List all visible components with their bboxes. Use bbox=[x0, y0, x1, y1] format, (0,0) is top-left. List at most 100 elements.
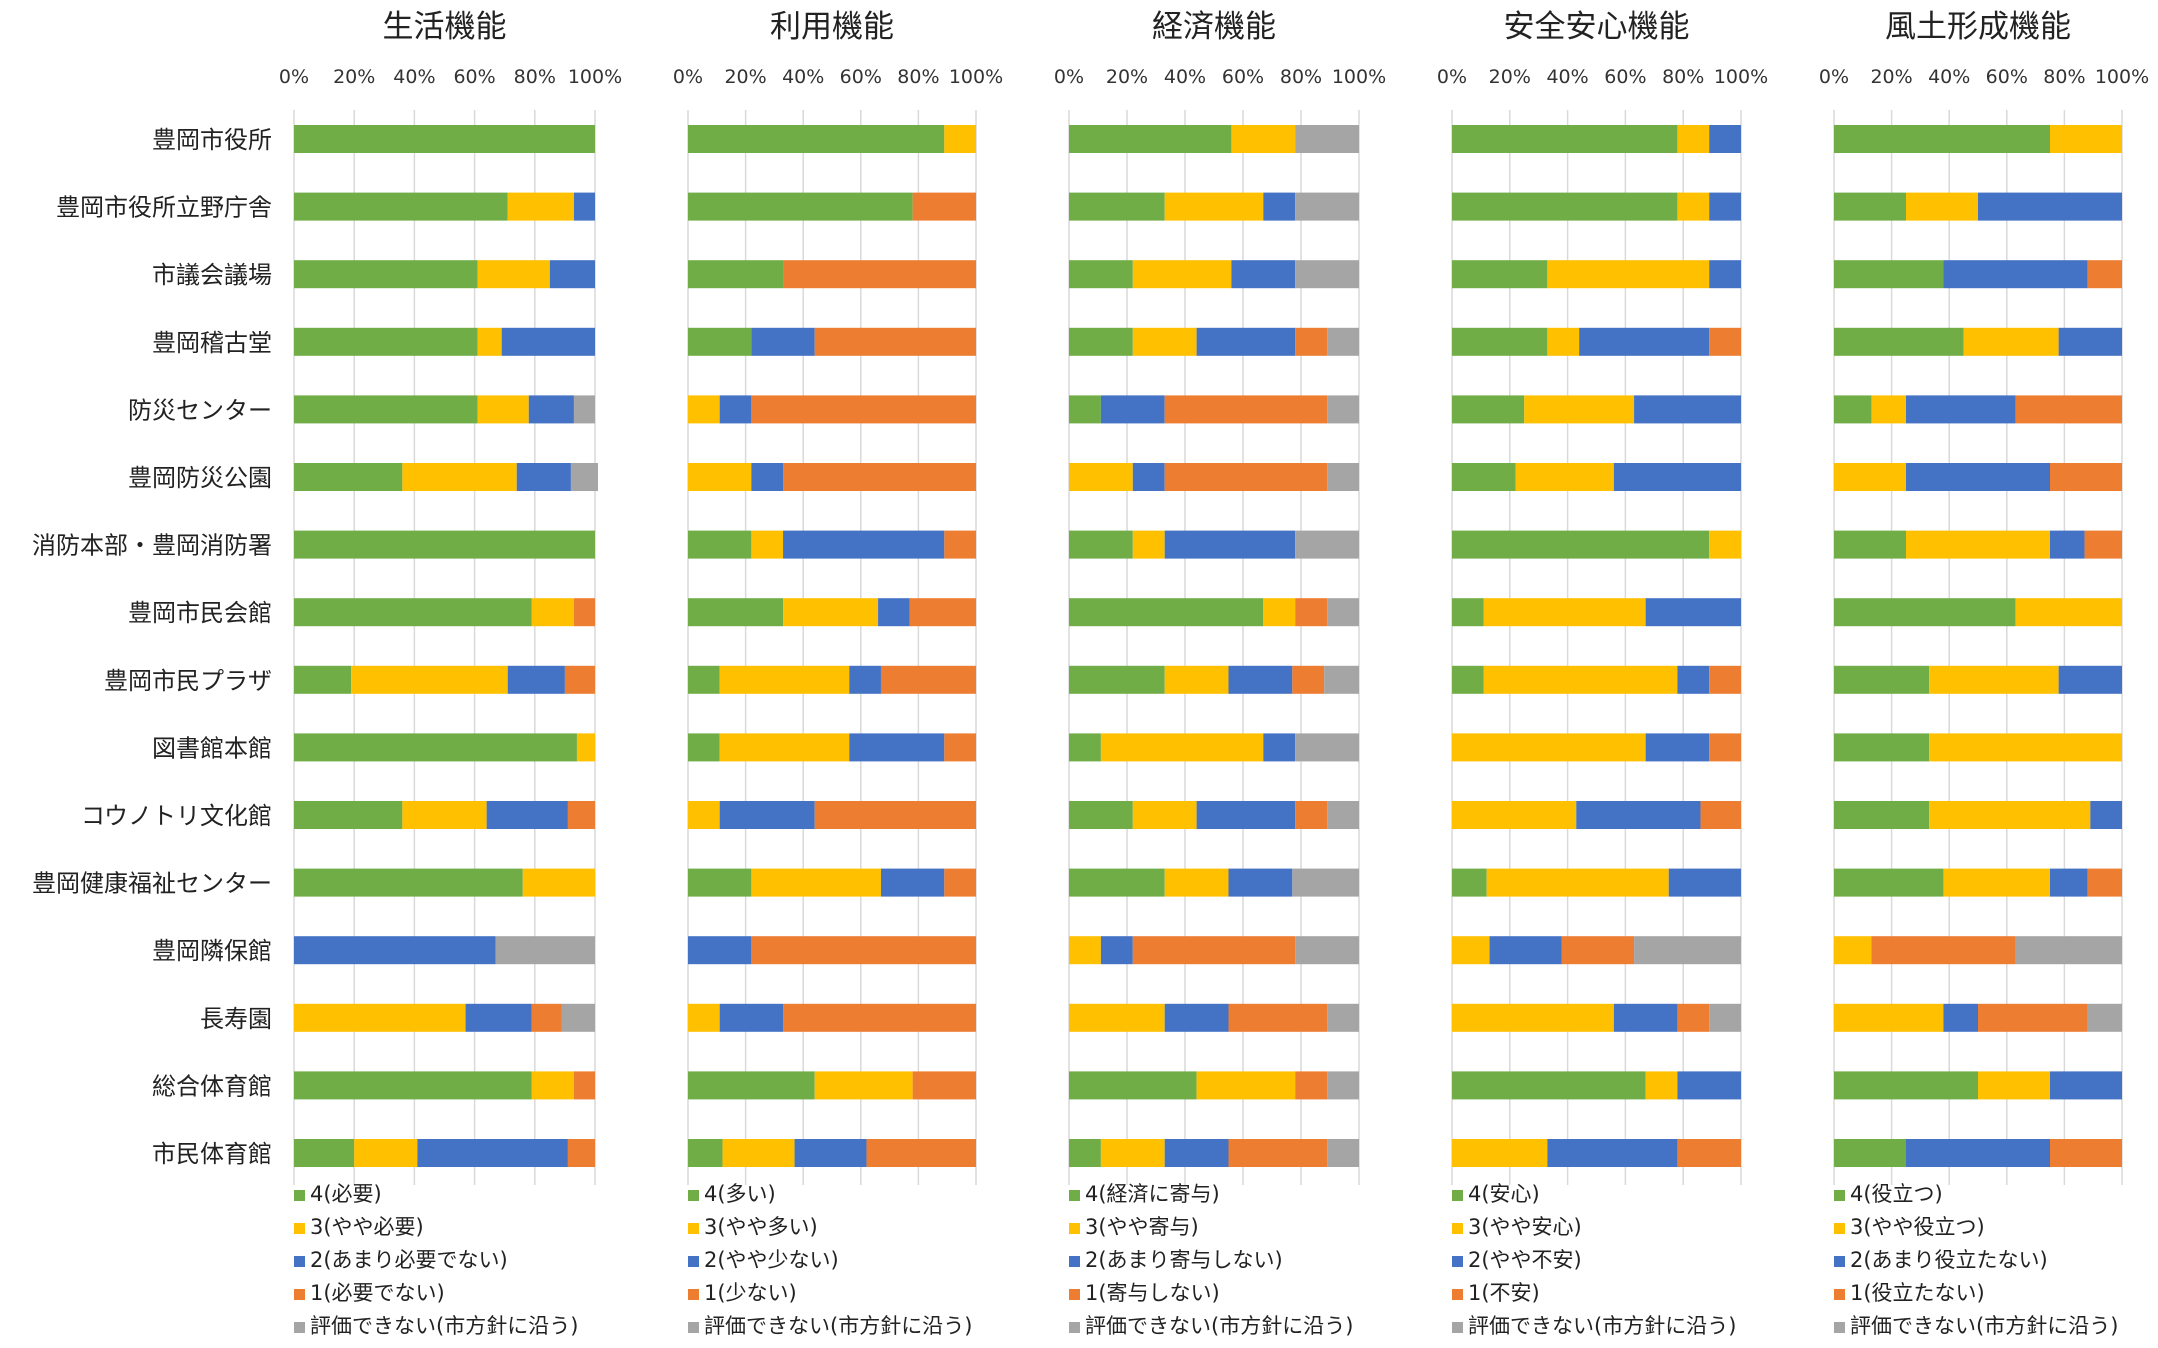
legend-swatch bbox=[1834, 1289, 1845, 1300]
bar-segment-level-2 bbox=[1579, 327, 1710, 356]
bar-segment-level-3 bbox=[1100, 733, 1264, 762]
chart-title: 安全安心機能 bbox=[1504, 9, 1690, 45]
category-label: 防災センター bbox=[128, 396, 272, 424]
bar-segment-level-4 bbox=[688, 530, 752, 559]
x-tick-label: 60% bbox=[1986, 66, 2028, 88]
legend-label: 3(やや安心) bbox=[1468, 1215, 1582, 1239]
bar-segment-level-4 bbox=[294, 801, 403, 829]
bar-segment-level-2 bbox=[719, 1003, 784, 1032]
bar-segment-level-3 bbox=[477, 327, 502, 356]
bar-segment-level-1 bbox=[573, 1071, 595, 1100]
bar-segment-level-2 bbox=[1231, 260, 1296, 289]
bar-segment-level-4 bbox=[1069, 665, 1165, 694]
x-tick-label: 20% bbox=[1489, 66, 1531, 88]
legend-swatch bbox=[688, 1289, 699, 1300]
legend-swatch bbox=[688, 1322, 699, 1333]
bar-segment-level-2 bbox=[2050, 1071, 2122, 1100]
bar-segment-level-4 bbox=[294, 733, 577, 762]
bar-segment-level-3 bbox=[944, 125, 976, 153]
bar-segment-level-4 bbox=[1452, 327, 1548, 356]
x-tick-label: 0% bbox=[1437, 66, 1467, 88]
bar-segment-level-2 bbox=[1164, 1139, 1229, 1167]
bar-segment-level-3 bbox=[1834, 463, 1906, 491]
bar-segment-level-3 bbox=[576, 733, 595, 762]
x-tick-label: 100% bbox=[1714, 66, 1768, 88]
legend-swatch bbox=[1452, 1322, 1463, 1333]
bar-segment-level-3 bbox=[1452, 801, 1577, 829]
bar-segment-level-4 bbox=[1834, 395, 1872, 424]
x-tick-label: 60% bbox=[453, 66, 495, 88]
legend-swatch bbox=[688, 1223, 699, 1234]
bar-segment-level-2 bbox=[1263, 733, 1296, 762]
bar-segment-not-rated bbox=[1295, 125, 1359, 153]
bar-segment-level-3 bbox=[783, 598, 879, 627]
bar-segment-level-4 bbox=[1834, 868, 1944, 897]
bar-segment-level-4 bbox=[294, 463, 403, 491]
bar-segment-level-3 bbox=[814, 1071, 913, 1100]
bar-segment-not-rated bbox=[1327, 801, 1359, 829]
bar-segment-level-2 bbox=[1228, 868, 1293, 897]
bar-segment-level-2 bbox=[1100, 395, 1165, 424]
bar-segment-level-3 bbox=[688, 395, 720, 424]
x-tick-label: 60% bbox=[840, 66, 882, 88]
bar-segment-level-2 bbox=[1576, 801, 1701, 829]
legend-swatch bbox=[1834, 1223, 1845, 1234]
bar-segment-level-1 bbox=[912, 1071, 976, 1100]
bar-segment-level-2 bbox=[528, 395, 574, 424]
bar-segment-level-4 bbox=[294, 125, 595, 153]
category-label: 豊岡健康福祉センター bbox=[32, 870, 272, 898]
bar-segment-level-4 bbox=[1834, 1139, 1906, 1167]
bar-segment-level-4 bbox=[1452, 260, 1548, 289]
bar-segment-not-rated bbox=[1327, 598, 1359, 627]
bar-segment-level-3 bbox=[1709, 530, 1741, 559]
legend-label: 3(やや寄与) bbox=[1085, 1215, 1199, 1239]
bar-segment-level-2 bbox=[1906, 395, 2016, 424]
bar-segment-level-3 bbox=[1132, 327, 1197, 356]
bar-segment-level-3 bbox=[722, 1139, 795, 1167]
bar-segment-level-4 bbox=[1834, 665, 1930, 694]
category-label: コウノトリ文化館 bbox=[81, 802, 272, 830]
x-tick-label: 0% bbox=[673, 66, 703, 88]
x-tick-label: 100% bbox=[568, 66, 622, 88]
bar-segment-level-2 bbox=[688, 936, 752, 965]
legend-label: 3(やや必要) bbox=[310, 1215, 424, 1239]
bar-segment-level-4 bbox=[1834, 327, 1964, 356]
bar-segment-level-2 bbox=[1709, 125, 1741, 153]
legend-swatch bbox=[1452, 1289, 1463, 1300]
legend-label: 3(やや役立つ) bbox=[1850, 1215, 1985, 1239]
bar-segment-level-2 bbox=[751, 327, 815, 356]
bar-segment-level-2 bbox=[783, 530, 945, 559]
bar-segment-level-4 bbox=[294, 1071, 532, 1100]
category-label: 市民体育館 bbox=[152, 1140, 272, 1168]
bar-segment-level-2 bbox=[751, 463, 784, 491]
bar-segment-level-1 bbox=[2015, 395, 2122, 424]
bar-segment-level-4 bbox=[1452, 463, 1516, 491]
bar-segment-level-1 bbox=[2084, 530, 2122, 559]
bar-segment-level-2 bbox=[880, 868, 945, 897]
bar-segment-level-3 bbox=[1515, 463, 1614, 491]
category-label: 総合体育館 bbox=[152, 1072, 272, 1100]
category-label: 長寿園 bbox=[200, 1005, 272, 1033]
bar-segment-not-rated bbox=[570, 463, 599, 491]
bar-segment-level-2 bbox=[486, 801, 568, 829]
legend-label: 評価できない(市方針に沿う) bbox=[1468, 1314, 1736, 1338]
bar-segment-level-4 bbox=[1452, 1071, 1646, 1100]
bar-segment-level-1 bbox=[880, 665, 976, 694]
bar-segment-level-1 bbox=[1709, 665, 1741, 694]
x-tick-label: 80% bbox=[1280, 66, 1322, 88]
chart-title: 風土形成機能 bbox=[1885, 9, 2071, 45]
bar-segment-level-4 bbox=[1069, 868, 1165, 897]
bar-segment-not-rated bbox=[1327, 327, 1359, 356]
legend-label: 2(あまり必要でない) bbox=[310, 1248, 508, 1272]
chart-title: 生活機能 bbox=[383, 9, 507, 45]
bar-segment-level-4 bbox=[294, 192, 508, 221]
legend-label: 1(役立たない) bbox=[1850, 1281, 1985, 1305]
bar-segment-level-3 bbox=[1132, 530, 1165, 559]
legend-label: 評価できない(市方針に沿う) bbox=[1085, 1314, 1353, 1338]
bar-segment-level-3 bbox=[751, 530, 784, 559]
bar-segment-level-4 bbox=[1069, 125, 1232, 153]
bar-segment-level-1 bbox=[531, 1003, 562, 1032]
bar-segment-level-1 bbox=[944, 868, 976, 897]
bar-segment-level-4 bbox=[294, 327, 478, 356]
bar-segment-level-1 bbox=[944, 530, 976, 559]
